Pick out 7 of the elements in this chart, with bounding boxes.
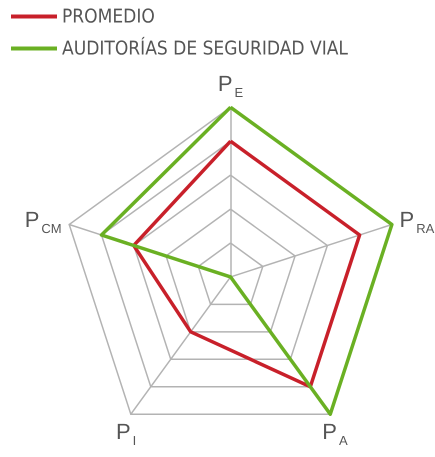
- spoke-label: P$_{RA}$: [400, 207, 434, 236]
- legend-label: AUDITORÍAS DE SEGURIDAD VIAL: [62, 36, 348, 60]
- spoke-label: P$_{CM}$: [24, 207, 62, 236]
- spoke-label: P$_{I}$: [116, 418, 136, 448]
- spoke-label: P$_{E}$: [218, 71, 244, 100]
- spoke-label: P$_{A}$: [322, 418, 348, 448]
- legend-label: PROMEDIO: [62, 6, 155, 28]
